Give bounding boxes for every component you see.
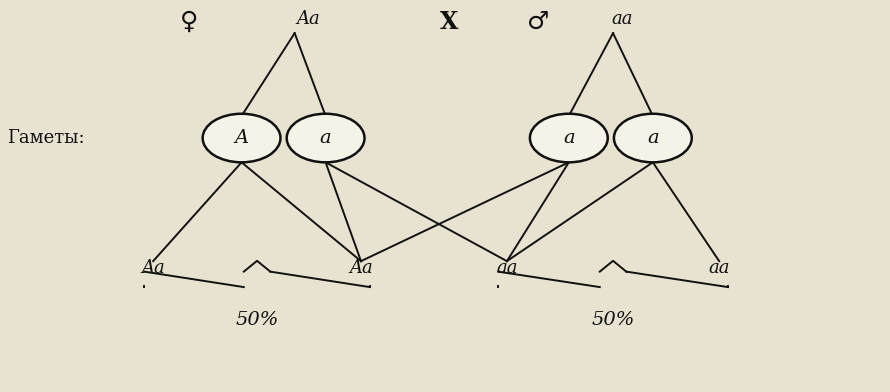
Text: Aa: Aa (349, 259, 373, 277)
Text: a: a (563, 129, 575, 147)
Text: a: a (647, 129, 659, 147)
Text: aa: aa (611, 10, 633, 28)
Circle shape (530, 114, 608, 162)
Text: ♂: ♂ (527, 10, 549, 34)
Text: A: A (235, 129, 248, 147)
Text: a: a (320, 129, 331, 147)
Text: Aa: Aa (296, 10, 320, 28)
Text: Гаметы:: Гаметы: (7, 129, 85, 147)
Text: 50%: 50% (592, 311, 635, 329)
Circle shape (287, 114, 365, 162)
Circle shape (614, 114, 692, 162)
Text: ♀: ♀ (180, 10, 198, 34)
Text: 50%: 50% (236, 311, 279, 329)
Circle shape (203, 114, 280, 162)
Text: Aa: Aa (142, 259, 165, 277)
Text: aa: aa (496, 259, 518, 277)
Text: aa: aa (708, 259, 730, 277)
Text: X: X (441, 10, 458, 34)
